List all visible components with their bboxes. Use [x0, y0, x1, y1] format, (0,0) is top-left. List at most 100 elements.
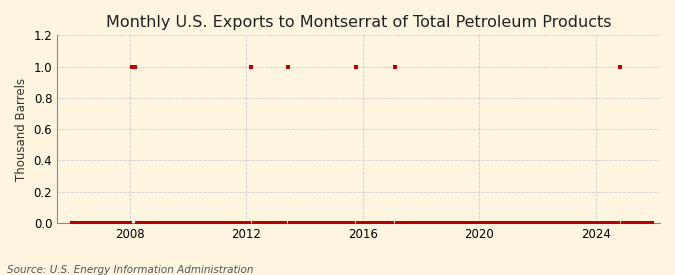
- Point: [382, 221, 393, 225]
- Point: [399, 221, 410, 225]
- Point: [513, 221, 524, 225]
- Point: [355, 221, 366, 225]
- Point: [200, 221, 211, 225]
- Point: [574, 221, 585, 225]
- Point: [185, 221, 196, 225]
- Point: [535, 221, 545, 225]
- Point: [637, 221, 647, 225]
- Point: [617, 221, 628, 225]
- Point: [149, 221, 160, 225]
- Point: [319, 221, 329, 225]
- Point: [146, 221, 157, 225]
- Point: [394, 221, 405, 225]
- Point: [408, 221, 419, 225]
- Point: [127, 64, 138, 69]
- Point: [86, 221, 97, 225]
- Point: [217, 221, 227, 225]
- Point: [346, 221, 356, 225]
- Point: [605, 221, 616, 225]
- Point: [205, 221, 215, 225]
- Point: [627, 221, 638, 225]
- Point: [375, 221, 385, 225]
- Point: [294, 221, 305, 225]
- Point: [508, 221, 519, 225]
- Point: [232, 221, 242, 225]
- Point: [484, 221, 495, 225]
- Point: [466, 221, 477, 225]
- Point: [299, 221, 310, 225]
- Point: [644, 221, 655, 225]
- Point: [239, 221, 250, 225]
- Point: [440, 221, 451, 225]
- Point: [244, 221, 254, 225]
- Point: [119, 221, 130, 225]
- Point: [219, 221, 230, 225]
- Point: [183, 221, 194, 225]
- Point: [317, 221, 327, 225]
- Point: [234, 221, 244, 225]
- Point: [477, 221, 487, 225]
- Point: [571, 221, 582, 225]
- Point: [503, 221, 514, 225]
- Point: [221, 221, 232, 225]
- Point: [348, 221, 358, 225]
- Point: [212, 221, 223, 225]
- Point: [93, 221, 104, 225]
- Point: [445, 221, 456, 225]
- Point: [639, 221, 650, 225]
- Point: [641, 221, 652, 225]
- Point: [413, 221, 424, 225]
- Point: [559, 221, 570, 225]
- Point: [525, 221, 536, 225]
- Point: [88, 221, 99, 225]
- Point: [545, 221, 556, 225]
- Point: [122, 221, 133, 225]
- Point: [566, 221, 577, 225]
- Point: [350, 64, 361, 69]
- Point: [615, 64, 626, 69]
- Point: [593, 221, 603, 225]
- Point: [533, 221, 543, 225]
- Point: [270, 221, 281, 225]
- Point: [156, 221, 167, 225]
- Point: [578, 221, 589, 225]
- Point: [139, 221, 150, 225]
- Point: [564, 221, 574, 225]
- Point: [428, 221, 439, 225]
- Point: [195, 221, 206, 225]
- Point: [273, 221, 284, 225]
- Point: [248, 221, 259, 225]
- Point: [598, 221, 609, 225]
- Point: [236, 221, 247, 225]
- Point: [421, 221, 431, 225]
- Point: [600, 221, 611, 225]
- Point: [253, 221, 264, 225]
- Point: [389, 64, 400, 69]
- Point: [448, 221, 458, 225]
- Point: [612, 221, 623, 225]
- Point: [489, 221, 500, 225]
- Point: [608, 221, 618, 225]
- Point: [144, 221, 155, 225]
- Point: [632, 221, 643, 225]
- Point: [163, 221, 174, 225]
- Point: [547, 221, 558, 225]
- Point: [367, 221, 378, 225]
- Point: [173, 221, 184, 225]
- Point: [304, 221, 315, 225]
- Point: [343, 221, 354, 225]
- Point: [647, 221, 657, 225]
- Point: [595, 221, 606, 225]
- Point: [261, 221, 271, 225]
- Point: [180, 221, 191, 225]
- Point: [396, 221, 407, 225]
- Point: [622, 221, 633, 225]
- Point: [338, 221, 349, 225]
- Point: [370, 221, 381, 225]
- Point: [125, 221, 136, 225]
- Point: [353, 221, 364, 225]
- Point: [263, 221, 273, 225]
- Point: [280, 221, 291, 225]
- Point: [197, 221, 208, 225]
- Point: [629, 221, 640, 225]
